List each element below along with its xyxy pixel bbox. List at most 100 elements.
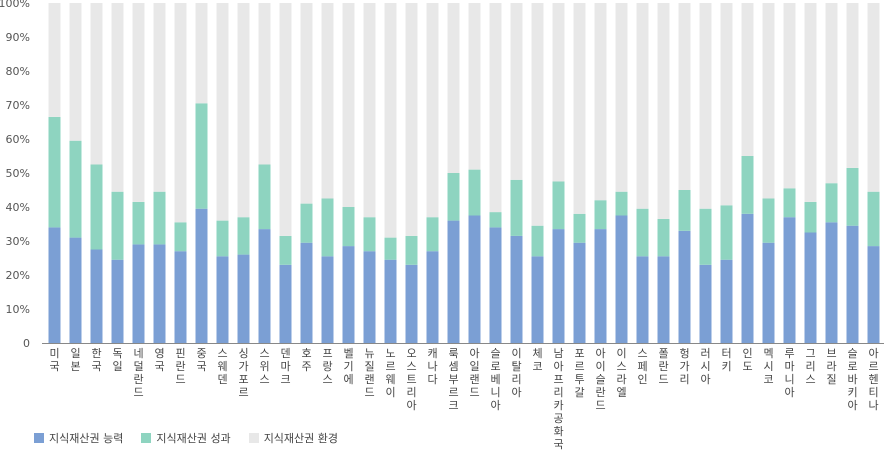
- bar-segment-capability: [489, 227, 502, 343]
- bar-segment-capability: [783, 217, 796, 343]
- bar-segment-performance: [552, 181, 565, 230]
- x-axis: 미 국 일 본 한 국 독 일 네 덜 란 드 영 국 핀 란 드 중 국 스 웨 덴 싱 가 포 르 스 위 스 덴 마 크 호 주 프 랑 스 벨 기 에…: [42, 343, 884, 450]
- bar-segment-performance: [342, 207, 355, 247]
- bar-segment-environment: [741, 3, 754, 156]
- y-tick-label: 100%: [0, 0, 30, 10]
- bar-segment-environment: [405, 3, 418, 236]
- y-tick-label: 20%: [6, 269, 30, 282]
- bar-segment-environment: [615, 3, 628, 192]
- bar-segment-performance: [678, 190, 691, 231]
- bar-segment-environment: [48, 3, 61, 117]
- bar-segment-performance: [237, 217, 250, 255]
- bar-segment-performance: [216, 220, 229, 257]
- y-tick-label: 30%: [6, 235, 30, 248]
- bar-segment-environment: [279, 3, 292, 236]
- legend-swatch-performance: [141, 433, 152, 443]
- bar-segment-environment: [531, 3, 544, 226]
- bar-segment-environment: [573, 3, 586, 214]
- y-tick-label: 50%: [6, 167, 30, 180]
- bar-segment-capability: [174, 251, 187, 343]
- bar-segment-capability: [615, 215, 628, 343]
- bar-segment-performance: [132, 201, 145, 245]
- bar-segment-environment: [804, 3, 817, 202]
- legend-item-performance: 지식재산권 성과: [141, 430, 231, 446]
- bar-segment-capability: [48, 227, 61, 343]
- bar-segment-capability: [636, 256, 649, 343]
- y-tick-label: 90%: [6, 31, 30, 44]
- bar-segment-environment: [678, 3, 691, 190]
- bar-segment-environment: [111, 3, 124, 192]
- bar-segment-capability: [363, 251, 376, 343]
- bar-segment-environment: [300, 3, 313, 204]
- bar-segment-performance: [741, 156, 754, 214]
- y-tick-label: 60%: [6, 133, 30, 146]
- bar-segment-environment: [447, 3, 460, 173]
- legend-label-performance: 지식재산권 성과: [156, 432, 231, 445]
- bar-segment-performance: [804, 201, 817, 233]
- bar-segment-environment: [489, 3, 502, 213]
- bar-segment-capability: [216, 256, 229, 343]
- bar-group: [48, 3, 880, 343]
- bar-segment-capability: [258, 229, 271, 343]
- bar-segment-performance: [405, 235, 418, 265]
- bar-segment-environment: [468, 3, 481, 170]
- y-tick-label: 0: [23, 337, 30, 350]
- y-axis: 0 10% 20% 30% 40% 50% 60% 70% 80% 90% 100%: [0, 0, 30, 350]
- y-tick-label: 80%: [6, 65, 30, 78]
- bar-segment-performance: [426, 217, 439, 252]
- bar-segment-performance: [846, 167, 859, 226]
- bar-segment-capability: [531, 256, 544, 343]
- bar-segment-capability: [132, 244, 145, 343]
- bar-segment-performance: [279, 235, 292, 265]
- bar-segment-environment: [132, 3, 145, 202]
- bar-segment-performance: [762, 198, 775, 243]
- bar-segment-environment: [321, 3, 334, 199]
- bar-segment-capability: [90, 249, 103, 343]
- bar-segment-capability: [678, 230, 691, 343]
- legend-swatch-environment: [248, 433, 259, 443]
- y-tick-label: 10%: [6, 303, 30, 316]
- bar-segment-environment: [825, 3, 838, 184]
- y-tick-label: 70%: [6, 99, 30, 112]
- bar-segment-environment: [552, 3, 565, 182]
- legend-item-capability: 지식재산권 능력: [34, 430, 123, 446]
- bar-segment-performance: [69, 140, 82, 238]
- bar-segment-performance: [531, 225, 544, 257]
- bar-segment-environment: [216, 3, 229, 221]
- bar-segment-capability: [510, 235, 523, 343]
- bar-segment-performance: [636, 208, 649, 257]
- bar-segment-capability: [573, 242, 586, 343]
- bar-segment-performance: [90, 164, 103, 250]
- bar-segment-capability: [867, 246, 880, 343]
- bar-segment-capability: [69, 237, 82, 343]
- bar-segment-performance: [300, 203, 313, 243]
- bar-segment-capability: [741, 213, 754, 343]
- bar-segment-environment: [69, 3, 82, 141]
- bar-segment-capability: [552, 229, 565, 343]
- bar-segment-performance: [468, 169, 481, 216]
- bar-segment-performance: [510, 179, 523, 236]
- legend-label-environment: 지식재산권 환경: [263, 432, 339, 445]
- bar-segment-performance: [153, 191, 166, 245]
